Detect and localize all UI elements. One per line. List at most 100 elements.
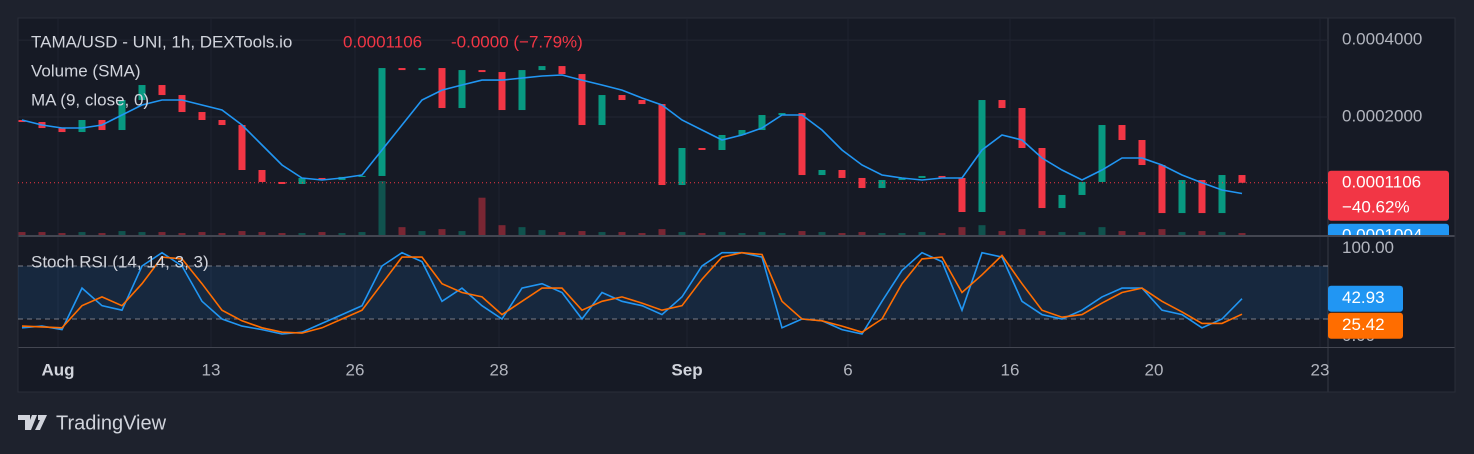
volume-bar: [578, 231, 586, 235]
volume-bar: [658, 229, 666, 235]
volume-bar: [438, 229, 446, 235]
candle-body: [1078, 181, 1086, 195]
candle-body: [958, 177, 966, 213]
x-tick-label: 26: [346, 360, 365, 379]
candle-body: [238, 125, 246, 170]
volume-bar: [1158, 229, 1166, 235]
candle-body: [1098, 125, 1106, 182]
volume-bar: [1078, 232, 1086, 235]
volume-bar: [858, 232, 866, 235]
volume-bar: [1218, 232, 1226, 235]
volume-bar: [838, 233, 846, 235]
candle-body: [18, 120, 26, 123]
ma-price-label: 0.0001004: [1328, 223, 1449, 244]
volume-bar: [258, 232, 266, 235]
ma-axis-label: 0.0001004: [1342, 225, 1422, 244]
candle-body: [638, 100, 646, 105]
volume-bar: [398, 227, 406, 235]
volume-bar: [538, 230, 546, 235]
volume-legend: Volume (SMA): [31, 61, 141, 80]
volume-bar: [1138, 232, 1146, 235]
stoch-d-box: [1328, 312, 1403, 339]
volume-bar: [158, 232, 166, 235]
volume-bar: [998, 231, 1006, 235]
candle-body: [78, 120, 86, 133]
volume-bar: [498, 225, 506, 235]
candle-body: [618, 95, 626, 101]
candle-body: [698, 147, 706, 150]
x-tick-label: 28: [490, 360, 509, 379]
candle-body: [398, 68, 406, 71]
volume-bar: [378, 181, 386, 235]
candle-body: [778, 113, 786, 116]
volume-bar: [1198, 231, 1206, 235]
volume-bar: [1058, 232, 1066, 235]
volume-bar: [758, 232, 766, 235]
candle-body: [418, 68, 426, 71]
volume-bar: [458, 231, 466, 235]
volume-bar: [238, 231, 246, 235]
brand-name: TradingView: [56, 412, 167, 434]
volume-bar: [678, 232, 686, 235]
stoch-pane: [18, 237, 1328, 347]
x-tick-label: Sep: [671, 360, 702, 379]
stoch-legend: Stoch RSI (14, 14, 3, 3): [31, 252, 209, 271]
ma-price-box: [1328, 223, 1449, 235]
volume-bar: [638, 233, 646, 235]
stoch-k-label: 42.93: [1342, 288, 1385, 307]
x-tick-label: 16: [1001, 360, 1020, 379]
volume-bar: [198, 232, 206, 235]
brand-logo: [18, 415, 47, 430]
volume-bar: [778, 233, 786, 235]
price-labels: 0.0001106 −40.62% 0.0001004 42.93 25.42: [1328, 170, 1449, 339]
candle-body: [138, 85, 146, 101]
volume-bar: [978, 225, 986, 235]
candle-body: [1058, 194, 1066, 209]
candle-body: [1238, 175, 1246, 183]
candle-body: [918, 175, 926, 178]
candle-body: [898, 177, 906, 181]
candle-body: [1118, 125, 1126, 141]
stoch-d-label: 25.42: [1342, 315, 1385, 334]
stoch-band: [18, 265, 1328, 319]
volume-bar: [1098, 227, 1106, 235]
x-tick-label: 23: [1311, 360, 1330, 379]
volume-bar: [358, 232, 366, 235]
candle-body: [538, 66, 546, 71]
candle-body: [198, 112, 206, 121]
candle-body: [578, 74, 586, 126]
volume-bar: [1038, 231, 1046, 235]
candle-body: [298, 177, 306, 184]
volume-bar: [918, 232, 926, 235]
chart-title: TAMA/USD - UNI, 1h, DEXTools.io: [31, 32, 292, 51]
volume-bar: [718, 232, 726, 235]
volume-bar: [338, 233, 346, 235]
volume-bar: [58, 233, 66, 235]
candle-body: [798, 113, 806, 176]
last-price: 0.0001106: [343, 32, 422, 51]
candle-body: [1038, 147, 1046, 209]
candle-body: [998, 100, 1006, 109]
candle-body: [458, 70, 466, 109]
candle-body: [1138, 140, 1146, 166]
x-tick-label: 6: [843, 360, 852, 379]
volume-bar: [818, 232, 826, 235]
candle-body: [758, 115, 766, 131]
main-pane: [18, 18, 1328, 235]
stoch-d-line: [21, 251, 1243, 334]
volume-bar: [898, 233, 906, 235]
candle-body: [818, 169, 826, 176]
candle-body: [658, 104, 666, 186]
volume-bar: [18, 232, 26, 235]
change-percent-label: −40.62%: [1342, 197, 1410, 216]
volume-bar: [478, 197, 486, 235]
chart-area: [18, 18, 1455, 392]
volume-bar: [218, 233, 226, 235]
ma-legend: MA (9, close, 0): [31, 90, 149, 109]
stoch-k-box: [1328, 285, 1403, 312]
x-tick-label: Aug: [41, 360, 74, 379]
volume-bar: [138, 232, 146, 235]
candle-body: [378, 68, 386, 176]
volume-bar: [418, 231, 426, 235]
